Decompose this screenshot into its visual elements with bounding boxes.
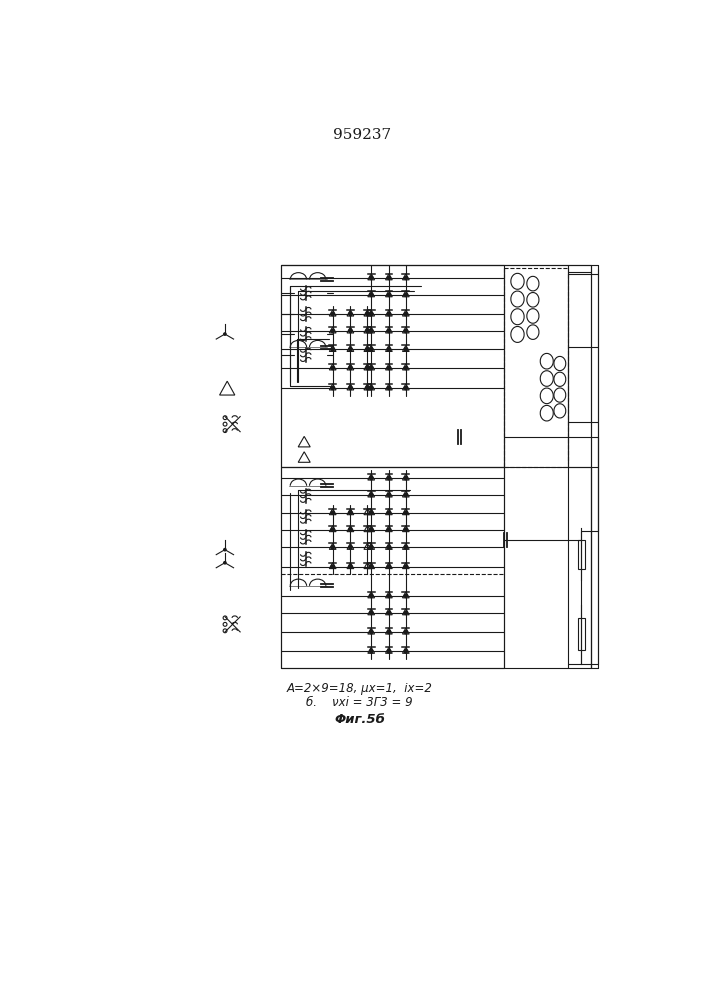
Circle shape — [370, 546, 373, 549]
Circle shape — [349, 565, 352, 568]
Circle shape — [349, 546, 352, 549]
Circle shape — [223, 549, 226, 551]
Circle shape — [404, 329, 407, 333]
Circle shape — [387, 312, 390, 316]
Circle shape — [370, 594, 373, 598]
Circle shape — [387, 528, 390, 531]
Text: 959237: 959237 — [333, 128, 391, 142]
Circle shape — [366, 329, 369, 333]
Circle shape — [331, 366, 334, 370]
Text: Φиг.5б: Φиг.5б — [334, 713, 385, 726]
Bar — [578, 618, 585, 650]
Circle shape — [404, 565, 407, 568]
Circle shape — [349, 348, 352, 351]
Circle shape — [387, 594, 390, 598]
Circle shape — [370, 329, 373, 333]
Circle shape — [370, 511, 373, 514]
Circle shape — [404, 546, 407, 549]
Circle shape — [387, 546, 390, 549]
Circle shape — [387, 630, 390, 634]
Circle shape — [387, 348, 390, 351]
Circle shape — [387, 276, 390, 280]
Circle shape — [370, 493, 373, 497]
Circle shape — [223, 562, 226, 564]
Circle shape — [370, 630, 373, 634]
Circle shape — [387, 476, 390, 480]
Circle shape — [404, 312, 407, 316]
Circle shape — [404, 293, 407, 296]
Circle shape — [404, 594, 407, 598]
Circle shape — [331, 528, 334, 531]
Circle shape — [331, 329, 334, 333]
Circle shape — [331, 348, 334, 351]
Circle shape — [331, 565, 334, 568]
Circle shape — [370, 386, 373, 390]
Circle shape — [404, 476, 407, 480]
Circle shape — [370, 366, 373, 370]
Text: A=2×9=18, μx=1,  іx=2: A=2×9=18, μx=1, іx=2 — [287, 682, 433, 695]
Circle shape — [387, 611, 390, 614]
Circle shape — [404, 511, 407, 514]
Circle shape — [370, 293, 373, 296]
Circle shape — [404, 276, 407, 280]
Circle shape — [370, 476, 373, 480]
Circle shape — [387, 293, 390, 296]
Circle shape — [404, 366, 407, 370]
Circle shape — [387, 650, 390, 653]
Circle shape — [404, 493, 407, 497]
Circle shape — [387, 329, 390, 333]
Circle shape — [370, 611, 373, 614]
Circle shape — [404, 650, 407, 653]
Circle shape — [370, 348, 373, 351]
Circle shape — [349, 386, 352, 390]
Circle shape — [404, 348, 407, 351]
Circle shape — [349, 312, 352, 316]
Bar — [578, 540, 585, 569]
Circle shape — [366, 312, 369, 316]
Circle shape — [331, 386, 334, 390]
Circle shape — [366, 348, 369, 351]
Circle shape — [223, 333, 226, 335]
Circle shape — [387, 366, 390, 370]
Circle shape — [331, 511, 334, 514]
Circle shape — [366, 386, 369, 390]
Circle shape — [331, 546, 334, 549]
Circle shape — [370, 650, 373, 653]
Circle shape — [404, 528, 407, 531]
Circle shape — [404, 386, 407, 390]
Text: б.    νxi = 3Г3 = 9: б. νxi = 3Г3 = 9 — [306, 696, 413, 709]
Circle shape — [349, 511, 352, 514]
Circle shape — [349, 528, 352, 531]
Circle shape — [370, 565, 373, 568]
Circle shape — [370, 312, 373, 316]
Circle shape — [387, 386, 390, 390]
Circle shape — [370, 276, 373, 280]
Circle shape — [404, 630, 407, 634]
Circle shape — [387, 565, 390, 568]
Circle shape — [404, 611, 407, 614]
Circle shape — [366, 366, 369, 370]
Circle shape — [331, 312, 334, 316]
Circle shape — [349, 329, 352, 333]
Circle shape — [370, 528, 373, 531]
Circle shape — [349, 366, 352, 370]
Circle shape — [387, 511, 390, 514]
Circle shape — [387, 493, 390, 497]
